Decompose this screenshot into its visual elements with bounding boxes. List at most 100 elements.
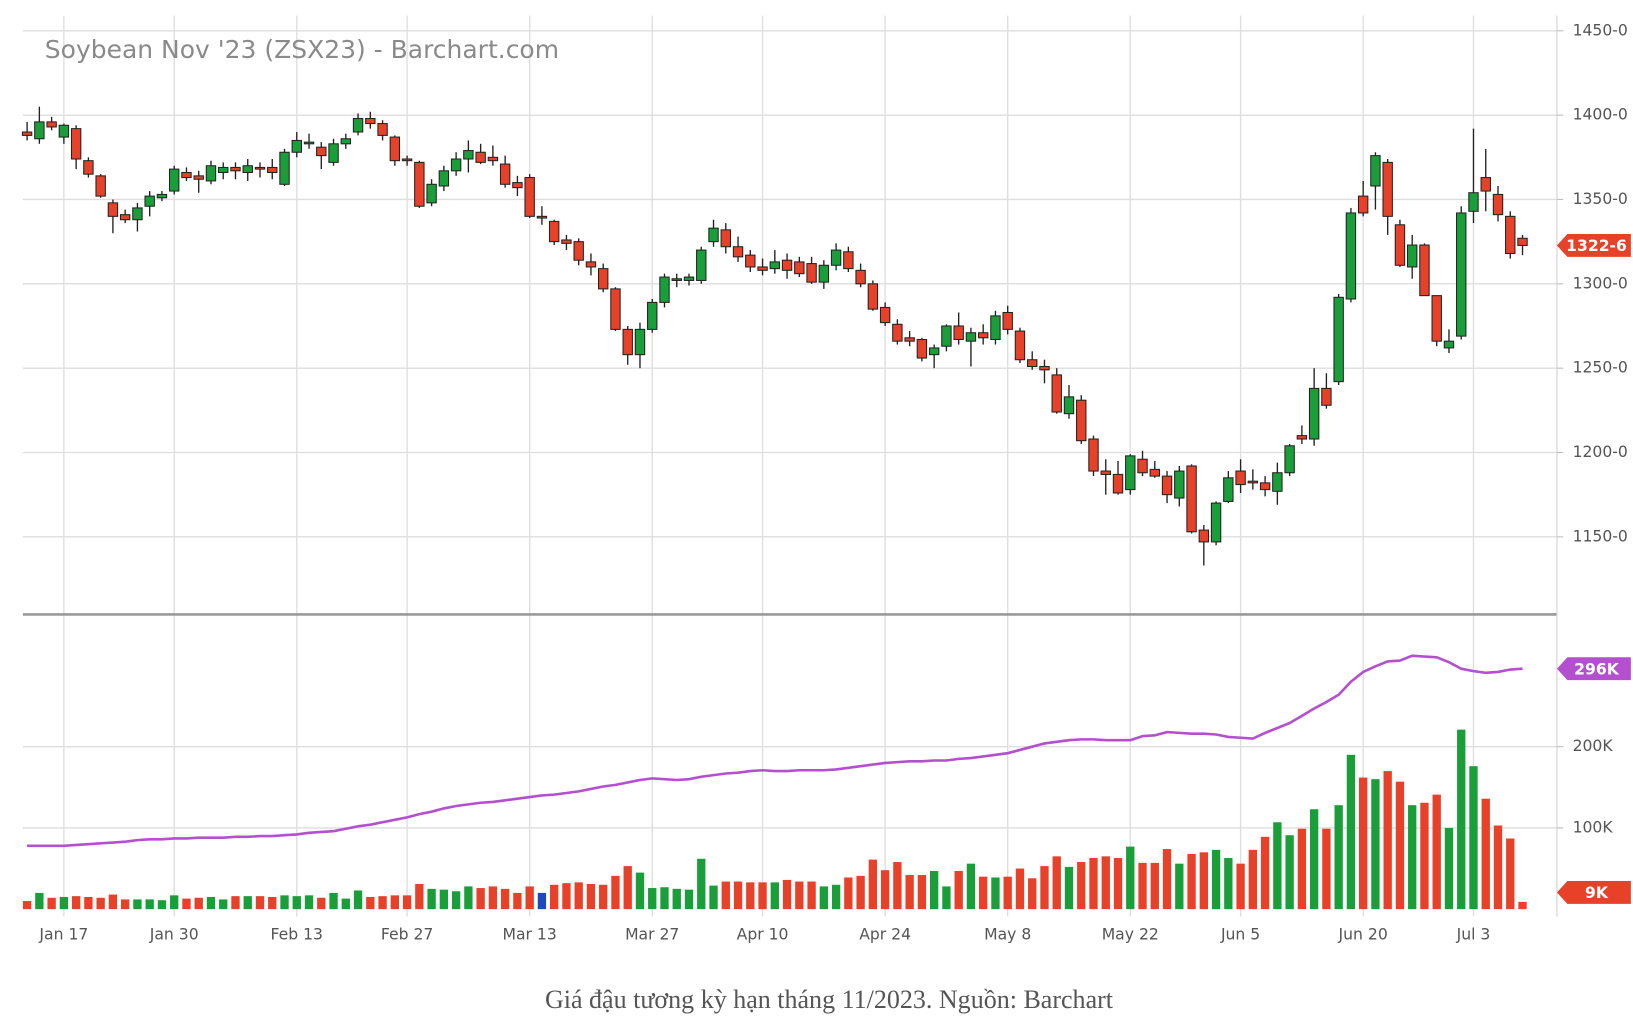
candle-body (267, 166, 278, 174)
candle-body (181, 171, 192, 179)
volume-bar (84, 896, 93, 910)
last-value-label: 9K (1585, 884, 1609, 902)
candle-body (1002, 311, 1013, 330)
volume-bar (1493, 825, 1503, 910)
volume-bar (807, 881, 816, 910)
volume-bar (439, 889, 449, 910)
candle-body (1443, 340, 1455, 349)
candle-body (1112, 473, 1124, 494)
volume-bar (537, 892, 547, 910)
volume-bar (1211, 849, 1221, 910)
volume-bar (268, 896, 277, 910)
volume-bar (954, 870, 963, 910)
candle-body (1456, 212, 1467, 337)
candle-body (1284, 445, 1295, 474)
candle-body (683, 276, 695, 281)
volume-bar (1334, 805, 1343, 910)
volume-bar (1322, 828, 1331, 910)
last-value-label: 1322-6 (1566, 237, 1627, 255)
volume-bar (353, 890, 363, 910)
volume-bar (513, 892, 522, 910)
x-tick-label: Jun 20 (1338, 926, 1388, 944)
candle-body (1517, 237, 1528, 246)
candle-body (230, 166, 241, 172)
candle-body (83, 160, 94, 175)
candle-body (1235, 470, 1246, 486)
candle-body (879, 306, 891, 324)
candle-body (843, 251, 854, 270)
volume-bar (47, 897, 56, 910)
candle-body (1014, 330, 1026, 361)
volume-bar (1383, 771, 1392, 910)
candle-body (1186, 465, 1197, 533)
candle-body (1076, 399, 1087, 442)
candle-body (193, 175, 204, 180)
candle-body (1088, 438, 1099, 472)
candle-body (892, 323, 903, 342)
volume-bar (280, 895, 289, 910)
volume-bar (451, 891, 461, 910)
candle-body (1223, 477, 1234, 502)
x-tick-label: Apr 10 (737, 926, 789, 944)
volume-bar (304, 895, 314, 910)
y-tick-label: 1250-0 (1573, 359, 1628, 377)
caption: Giá đậu tương kỳ hạn tháng 11/2023. Nguồ… (545, 985, 1114, 1014)
volume-bar (133, 899, 142, 910)
candle-body (401, 158, 413, 162)
candle-body (745, 254, 756, 268)
volume-bar (795, 881, 804, 910)
candle-body (904, 337, 915, 342)
x-tick-label: Mar 27 (625, 926, 679, 944)
candle-body (1161, 475, 1173, 496)
volume-bar (329, 892, 338, 910)
volume-bar (71, 896, 81, 910)
candle-body (1308, 387, 1320, 440)
volume-bar (648, 888, 657, 910)
grid (22, 15, 1557, 917)
volume-bar (1224, 857, 1233, 910)
volume-bar (96, 897, 105, 910)
candle-body (107, 202, 119, 217)
open-interest-line (27, 654, 1523, 848)
volume-bar (317, 897, 326, 910)
candle-body (1125, 455, 1136, 491)
volume-bar (1187, 853, 1196, 910)
candle-body (340, 138, 352, 145)
candle-body (524, 177, 535, 217)
volume-bar (917, 875, 927, 910)
candle-body (855, 269, 866, 285)
candle-body (1333, 296, 1344, 383)
candle-body (806, 263, 817, 283)
volume-bar (1518, 901, 1527, 910)
candle-body (659, 276, 670, 303)
volume-bar (402, 895, 412, 910)
volume-bar (121, 899, 130, 910)
candle-body (830, 249, 842, 266)
volume-bar (1064, 866, 1074, 910)
candle-body (291, 139, 302, 153)
volume-bar (1346, 754, 1356, 910)
volume-bar (170, 895, 179, 910)
x-tick-label: May 8 (984, 926, 1031, 944)
volume-bar (1052, 856, 1061, 910)
candle-body (242, 165, 253, 174)
candle-body (916, 338, 928, 359)
candle-body (990, 315, 1001, 341)
volume-bar (1420, 802, 1429, 910)
volume-bar (844, 877, 853, 910)
chart-title: Soybean Nov '23 (ZSX23) - Barchart.com (45, 35, 559, 64)
candle-body (548, 220, 560, 243)
candle-body (438, 170, 450, 187)
volume-bar (991, 877, 1000, 910)
volume-bar (1175, 863, 1184, 910)
candle-body (781, 259, 793, 271)
y-tick-label: 1400-0 (1573, 106, 1628, 124)
volume-bar (1297, 828, 1307, 910)
volume-bar (378, 896, 387, 910)
y-tick-label: 1200-0 (1573, 443, 1628, 461)
candle-body (1382, 161, 1393, 217)
candle-body (168, 168, 180, 192)
candle-body (1468, 192, 1479, 212)
candle-body (573, 241, 584, 261)
